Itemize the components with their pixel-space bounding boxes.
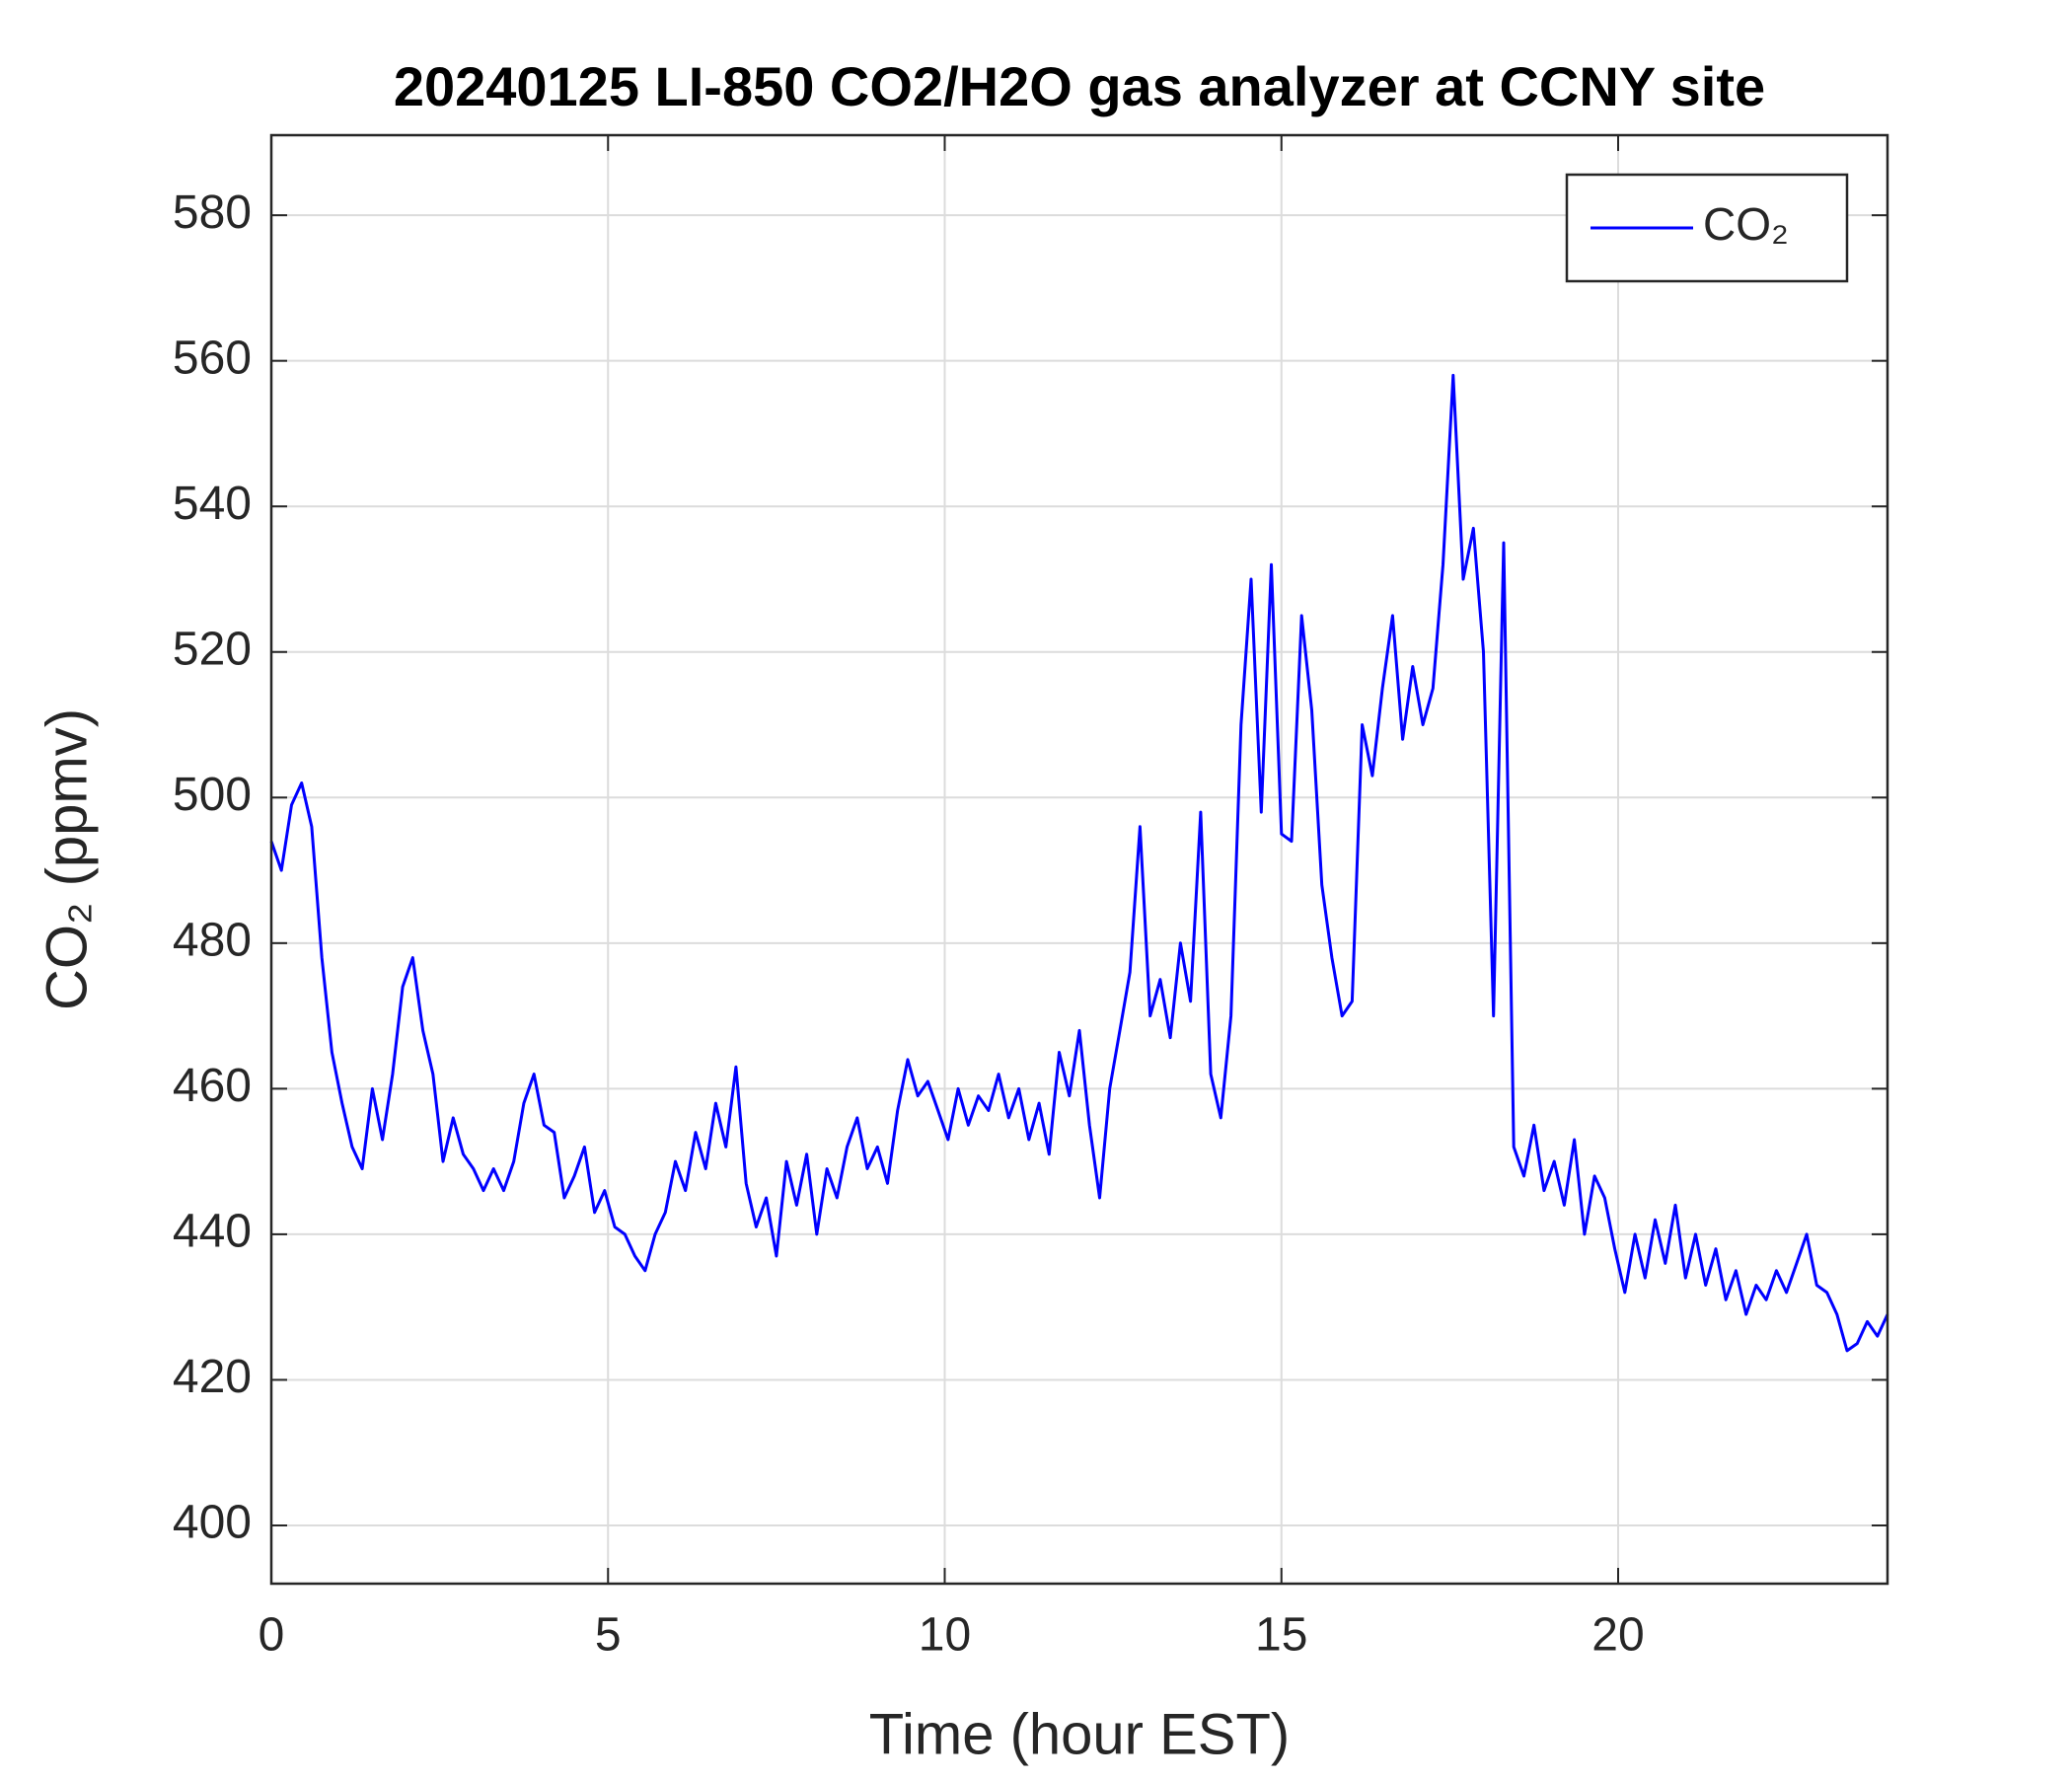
y-tick-label: 420: [173, 1351, 252, 1403]
y-tick-label: 460: [173, 1060, 252, 1112]
y-tick-label: 440: [173, 1206, 252, 1258]
x-tick-label: 5: [595, 1609, 622, 1662]
x-tick-label: 20: [1591, 1609, 1644, 1662]
plot-frame: [269, 133, 1889, 1586]
y-tick-label: 580: [173, 186, 252, 239]
y-tick-label: 400: [173, 1497, 252, 1549]
x-axis-label: Time (hour EST): [869, 1702, 1290, 1766]
x-tick-label: 0: [259, 1609, 285, 1662]
x-tick-label: 15: [1255, 1609, 1307, 1662]
data-line: [269, 373, 1889, 1353]
y-tick-label: 480: [173, 915, 252, 967]
y-axis-label: CO₂ (ppmv): [35, 708, 99, 1010]
x-tick-label: 10: [919, 1609, 971, 1662]
chart-title: 20240125 LI-850 CO2/H2O gas analyzer at …: [394, 55, 1765, 117]
legend-label: CO₂: [1703, 198, 1789, 250]
y-tick-label: 500: [173, 769, 252, 821]
y-tick-label: 560: [173, 332, 252, 384]
y-tick-label: 520: [173, 623, 252, 675]
y-tick-label: 540: [173, 478, 252, 530]
